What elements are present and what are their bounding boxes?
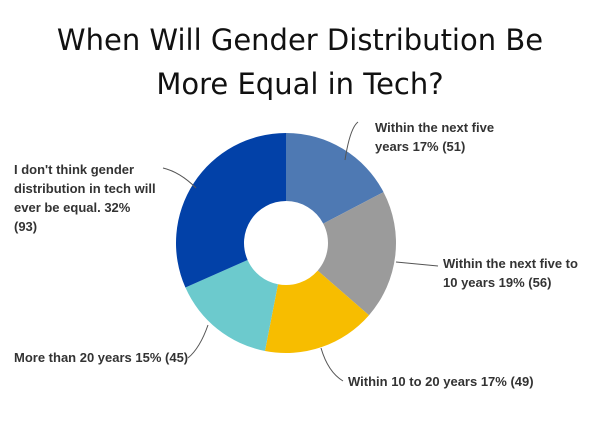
donut-slice: [176, 133, 286, 288]
slice-label: years 17% (51): [375, 139, 465, 154]
slice-label: ever be equal. 32%: [14, 200, 131, 215]
leader-line: [187, 324, 209, 359]
donut-slice: [185, 260, 278, 351]
slice-label: 10 years 19% (56): [443, 275, 551, 290]
slice-label: Within the next five: [375, 120, 494, 135]
leader-line: [162, 167, 197, 189]
slice-label: Within the next five to: [443, 256, 578, 271]
slice-label: (93): [14, 219, 37, 234]
slice-label: distribution in tech will: [14, 181, 156, 196]
leader-line: [320, 347, 344, 382]
donut-slice: [286, 133, 384, 224]
leader-line: [395, 261, 439, 267]
donut-slice: [264, 270, 369, 353]
donut-slice: [317, 192, 396, 316]
slice-label: I don't think gender: [14, 162, 134, 177]
slice-label: More than 20 years 15% (45): [14, 350, 188, 365]
chart-title: When Will Gender Distribution Be More Eq…: [0, 18, 600, 106]
leader-line: [344, 121, 359, 161]
slice-label: Within 10 to 20 years 17% (49): [348, 374, 534, 389]
chart-title-line-1: When Will Gender Distribution Be: [56, 23, 544, 57]
chart-title-line-2: More Equal in Tech?: [156, 67, 444, 101]
